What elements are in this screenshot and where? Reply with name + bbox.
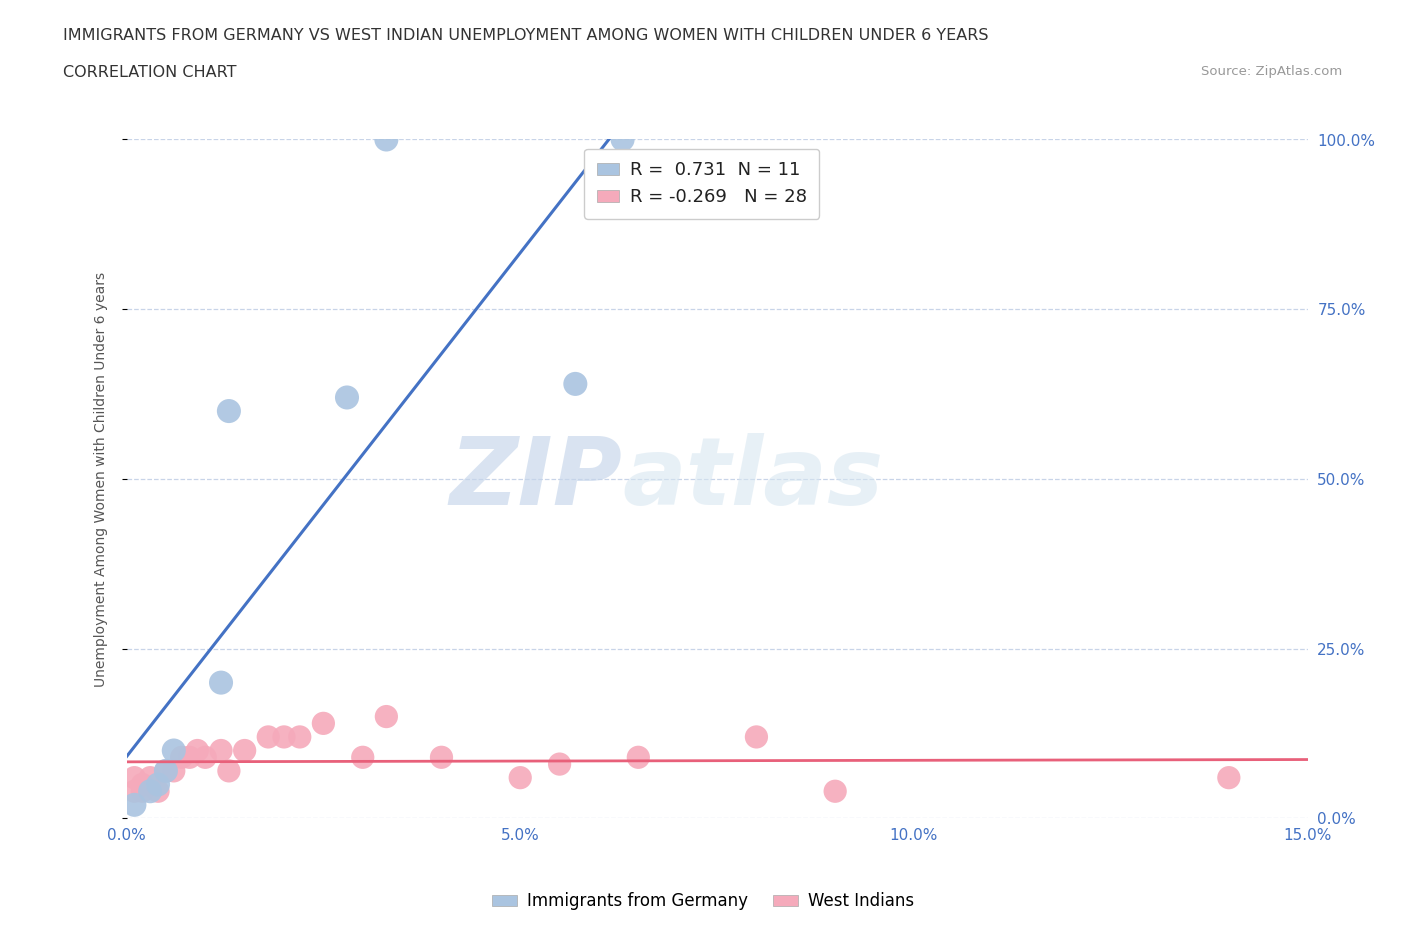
Point xyxy=(612,132,634,147)
Point xyxy=(824,784,846,799)
Point xyxy=(124,784,146,799)
Point xyxy=(131,784,153,799)
Point xyxy=(218,404,240,418)
Point xyxy=(273,729,295,744)
Point xyxy=(124,797,146,812)
Legend: R =  0.731  N = 11, R = -0.269   N = 28: R = 0.731 N = 11, R = -0.269 N = 28 xyxy=(585,149,820,219)
Point xyxy=(155,764,177,778)
Point xyxy=(233,743,256,758)
Text: atlas: atlas xyxy=(623,433,884,525)
Point xyxy=(163,743,186,758)
Point xyxy=(179,750,201,764)
Point xyxy=(209,675,232,690)
Point xyxy=(124,770,146,785)
Text: CORRELATION CHART: CORRELATION CHART xyxy=(63,65,236,80)
Point xyxy=(564,377,586,392)
Point xyxy=(170,750,193,764)
Point xyxy=(627,750,650,764)
Point xyxy=(375,710,398,724)
Point xyxy=(194,750,217,764)
Point xyxy=(257,729,280,744)
Point xyxy=(146,784,169,799)
Point xyxy=(218,764,240,778)
Point xyxy=(139,770,162,785)
Point xyxy=(186,743,208,758)
Legend: Immigrants from Germany, West Indians: Immigrants from Germany, West Indians xyxy=(485,885,921,917)
Point xyxy=(1218,770,1240,785)
Point xyxy=(548,757,571,772)
Point xyxy=(139,784,162,799)
Point xyxy=(312,716,335,731)
Point xyxy=(509,770,531,785)
Point xyxy=(131,777,153,792)
Point xyxy=(375,132,398,147)
Text: IMMIGRANTS FROM GERMANY VS WEST INDIAN UNEMPLOYMENT AMONG WOMEN WITH CHILDREN UN: IMMIGRANTS FROM GERMANY VS WEST INDIAN U… xyxy=(63,28,988,43)
Point xyxy=(163,764,186,778)
Point xyxy=(430,750,453,764)
Point xyxy=(146,777,169,792)
Point xyxy=(336,390,359,405)
Text: ZIP: ZIP xyxy=(450,433,623,525)
Point xyxy=(352,750,374,764)
Point xyxy=(209,743,232,758)
Text: Source: ZipAtlas.com: Source: ZipAtlas.com xyxy=(1202,65,1343,78)
Point xyxy=(288,729,311,744)
Point xyxy=(745,729,768,744)
Point xyxy=(155,764,177,778)
Y-axis label: Unemployment Among Women with Children Under 6 years: Unemployment Among Women with Children U… xyxy=(94,272,108,686)
